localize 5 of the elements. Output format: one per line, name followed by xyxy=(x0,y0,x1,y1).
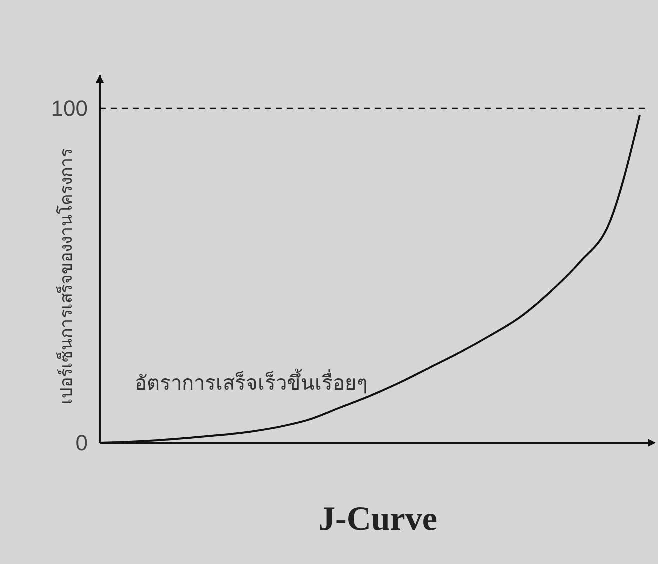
y-tick-label: 0 xyxy=(76,430,88,456)
y-axis-title: เปอร์เซ็นการเสร็จของงานโครงการ xyxy=(55,148,77,404)
text: J-Curve xyxy=(318,501,438,538)
annotation: อัตราการเสร็จเร็วขึ้นเรื่อยๆ xyxy=(135,369,368,395)
y-tick-label: 100 xyxy=(51,96,88,122)
